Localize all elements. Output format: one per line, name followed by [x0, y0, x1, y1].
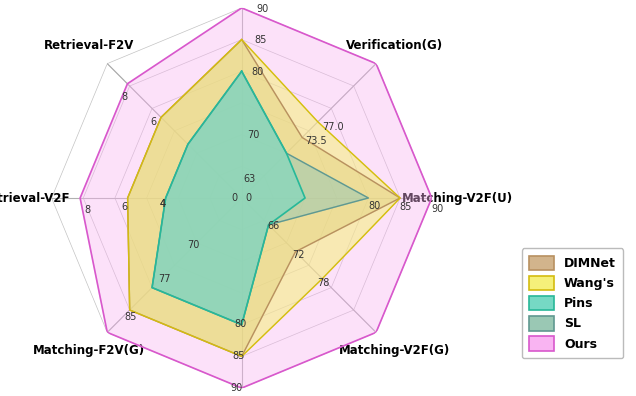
- Text: 66: 66: [267, 221, 279, 231]
- Text: 63: 63: [243, 174, 256, 184]
- Text: 72: 72: [292, 250, 305, 260]
- Text: 78: 78: [317, 278, 329, 288]
- Polygon shape: [80, 8, 432, 388]
- Polygon shape: [152, 71, 368, 325]
- Text: 80: 80: [252, 67, 264, 77]
- Text: 73.5: 73.5: [306, 136, 328, 146]
- Text: 80: 80: [234, 320, 246, 329]
- Text: 85: 85: [254, 35, 266, 45]
- Text: 8: 8: [121, 92, 128, 102]
- Text: 85: 85: [232, 351, 245, 361]
- Text: 6: 6: [122, 202, 128, 212]
- Text: 0: 0: [245, 193, 252, 203]
- Text: 0: 0: [232, 193, 238, 203]
- Text: 4: 4: [160, 199, 166, 209]
- Polygon shape: [128, 40, 400, 356]
- Text: 70: 70: [187, 240, 200, 250]
- Legend: DIMNet, Wang's, Pins, SL, Ours: DIMNet, Wang's, Pins, SL, Ours: [522, 248, 623, 358]
- Text: 8: 8: [84, 205, 90, 215]
- Text: 77: 77: [158, 274, 170, 284]
- Text: 85: 85: [400, 202, 412, 213]
- Polygon shape: [128, 40, 400, 356]
- Text: 4: 4: [160, 199, 166, 209]
- Text: 90: 90: [230, 383, 242, 393]
- Text: 80: 80: [368, 201, 380, 211]
- Polygon shape: [152, 71, 305, 325]
- Text: 70: 70: [247, 130, 259, 140]
- Text: 90: 90: [257, 4, 269, 13]
- Text: 85: 85: [124, 312, 137, 322]
- Text: 6: 6: [150, 117, 156, 128]
- Text: 77.0: 77.0: [322, 122, 344, 131]
- Text: 90: 90: [431, 204, 444, 214]
